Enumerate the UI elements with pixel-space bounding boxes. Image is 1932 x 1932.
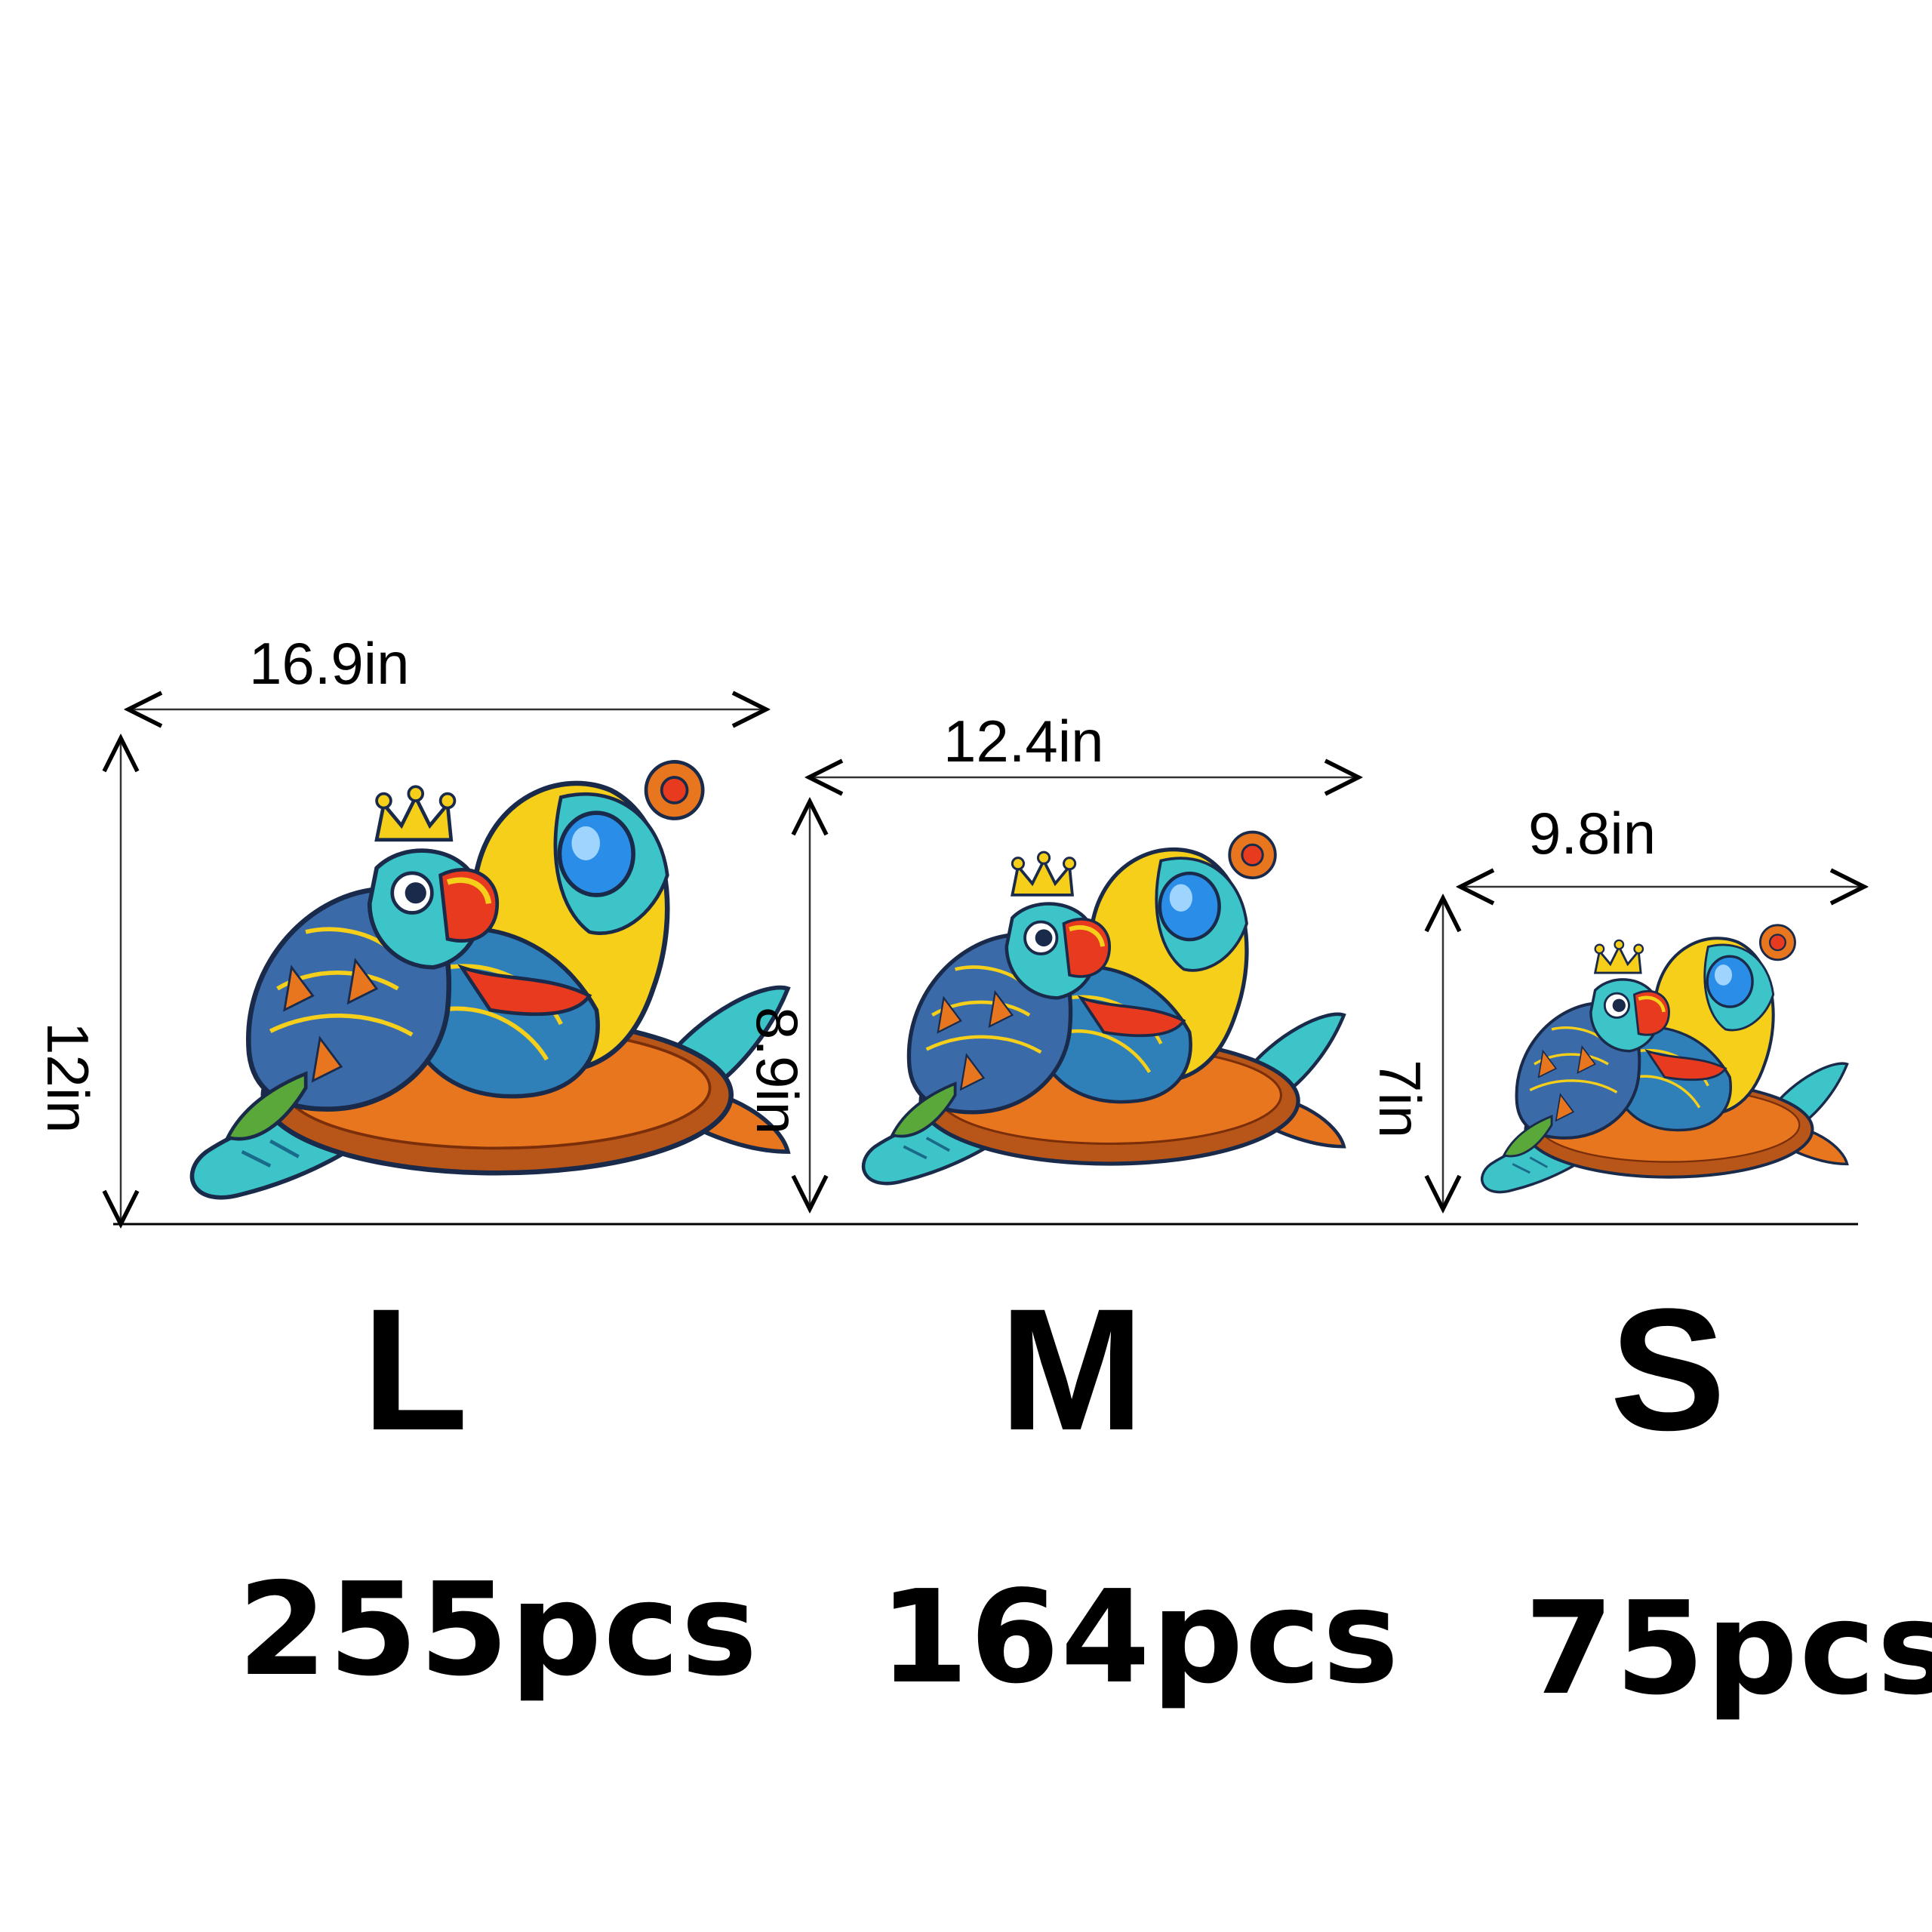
size-letter-l: L xyxy=(361,1272,469,1466)
piece-count-s: 75pcs xyxy=(1524,1574,1932,1724)
height-label-m: 8.9in xyxy=(744,1007,811,1135)
size-letter-s: S xyxy=(1610,1272,1726,1466)
height-label-s: 7in xyxy=(1367,1060,1433,1139)
turtle-illustration-small xyxy=(1457,921,1864,1208)
piece-count-m: 164pcs xyxy=(879,1563,1401,1712)
width-label-l: 16.9in xyxy=(249,630,410,697)
size-letter-m: M xyxy=(999,1272,1144,1466)
turtle-illustration-medium xyxy=(826,826,1370,1204)
turtle-illustration-large xyxy=(143,755,823,1223)
width-label-s: 9.8in xyxy=(1528,800,1657,866)
width-label-m: 12.4in xyxy=(943,708,1104,774)
height-label-l: 12in xyxy=(35,1022,101,1134)
piece-count-l: 255pcs xyxy=(238,1555,759,1705)
